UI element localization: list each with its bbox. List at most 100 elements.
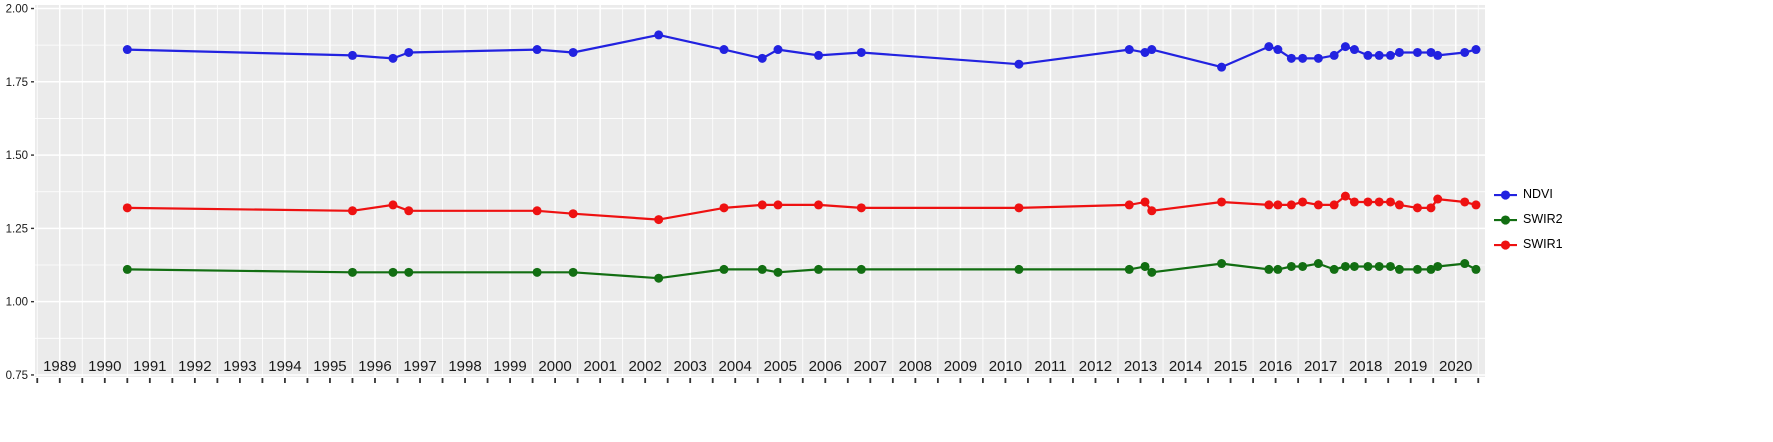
data-point	[1298, 261, 1308, 271]
data-point	[404, 267, 414, 277]
data-point	[122, 203, 132, 213]
data-point	[568, 209, 578, 219]
legend-item-swir1: SWIR1	[1492, 233, 1563, 256]
data-point	[773, 45, 783, 55]
data-point	[1363, 261, 1373, 271]
x-tick-label: 2000	[538, 358, 571, 375]
data-point	[773, 200, 783, 210]
data-point	[388, 53, 398, 63]
data-point	[404, 47, 414, 57]
data-point	[1426, 47, 1436, 57]
data-point	[388, 200, 398, 210]
data-point	[1217, 62, 1227, 72]
data-point	[347, 267, 357, 277]
data-point	[1394, 264, 1404, 274]
data-point	[1433, 261, 1443, 271]
data-point	[1313, 259, 1323, 269]
x-tick-label: 2006	[809, 358, 842, 375]
x-tick-label: 2012	[1079, 358, 1112, 375]
data-point	[1471, 45, 1481, 55]
major-gridlines	[35, 5, 1485, 377]
data-point	[1433, 194, 1443, 204]
y-tick-label: 1.75	[6, 77, 28, 89]
data-point	[1147, 206, 1157, 216]
data-point	[347, 206, 357, 216]
x-tick-label: 2004	[719, 358, 752, 375]
legend-key-icon	[1494, 189, 1517, 200]
data-point	[1394, 47, 1404, 57]
y-tick-label: 2.00	[6, 4, 28, 16]
data-point	[757, 200, 767, 210]
x-tick-label: 1989	[43, 358, 76, 375]
y-tick-label: 1.00	[6, 297, 28, 309]
data-point	[1147, 45, 1157, 55]
data-point	[757, 264, 767, 274]
x-tick-label: 1993	[223, 358, 256, 375]
data-point	[1313, 53, 1323, 63]
y-axis-labels: 0.75 1.00 1.25 1.50 1.75 2.00	[6, 4, 28, 382]
data-point	[856, 47, 866, 57]
data-point	[568, 267, 578, 277]
data-point	[1273, 264, 1283, 274]
series-line	[127, 195, 1477, 221]
legend-item-ndvi: NDVI	[1492, 183, 1563, 206]
data-point	[122, 45, 132, 55]
data-point	[1124, 264, 1134, 274]
legend-item-swir2: SWIR2	[1492, 208, 1563, 231]
data-point	[1385, 50, 1395, 60]
data-point	[814, 50, 824, 60]
x-tick-label: 1996	[358, 358, 391, 375]
series-line	[127, 33, 1477, 69]
data-point	[1340, 261, 1350, 271]
data-point	[1313, 200, 1323, 210]
y-tick-label: 1.50	[6, 150, 28, 162]
x-tick-label: 1994	[268, 358, 301, 375]
data-point	[773, 267, 783, 277]
x-axis-labels: 1989 1990 1991 1992 1993 1994 1995 1996 1997 1998…	[43, 358, 1472, 375]
x-tick-label: 2017	[1304, 358, 1337, 375]
x-tick-label: 2001	[583, 358, 616, 375]
data-point	[1460, 47, 1470, 57]
data-point	[1140, 47, 1150, 57]
data-point	[1433, 50, 1443, 60]
data-point	[1340, 191, 1350, 201]
series-line	[127, 262, 1477, 280]
data-point	[532, 45, 542, 55]
data-point	[1264, 200, 1274, 210]
data-point	[654, 30, 664, 40]
x-tick-label: 1998	[448, 358, 481, 375]
data-point	[814, 264, 824, 274]
legend-label: NDVI	[1523, 187, 1553, 202]
data-point	[1329, 50, 1339, 60]
plot-panel	[35, 5, 1485, 377]
data-point	[122, 264, 132, 274]
data-point	[757, 53, 767, 63]
x-tick-label: 2013	[1124, 358, 1157, 375]
data-point	[404, 206, 414, 216]
data-point	[1412, 264, 1422, 274]
legend-key-icon	[1494, 214, 1517, 225]
x-tick-label: 2010	[989, 358, 1022, 375]
x-tick-label: 2003	[674, 358, 707, 375]
x-tick-label: 2019	[1394, 358, 1427, 375]
data-point	[719, 264, 729, 274]
legend-key-icon	[1494, 239, 1517, 250]
x-tick-label: 1991	[133, 358, 166, 375]
data-point	[1273, 45, 1283, 55]
data-point	[856, 203, 866, 213]
series-SWIR2	[122, 259, 1481, 283]
x-tick-marks	[36, 378, 1480, 383]
x-tick-label: 2020	[1439, 358, 1472, 375]
x-tick-label: 2018	[1349, 358, 1382, 375]
x-tick-label: 2015	[1214, 358, 1247, 375]
data-point	[719, 203, 729, 213]
x-tick-label: 1990	[88, 358, 121, 375]
data-point	[1363, 197, 1373, 207]
data-point	[1460, 259, 1470, 269]
data-point	[1385, 197, 1395, 207]
data-point	[1264, 42, 1274, 52]
data-point	[347, 50, 357, 60]
x-tick-label: 2009	[944, 358, 977, 375]
data-point	[1014, 59, 1024, 69]
